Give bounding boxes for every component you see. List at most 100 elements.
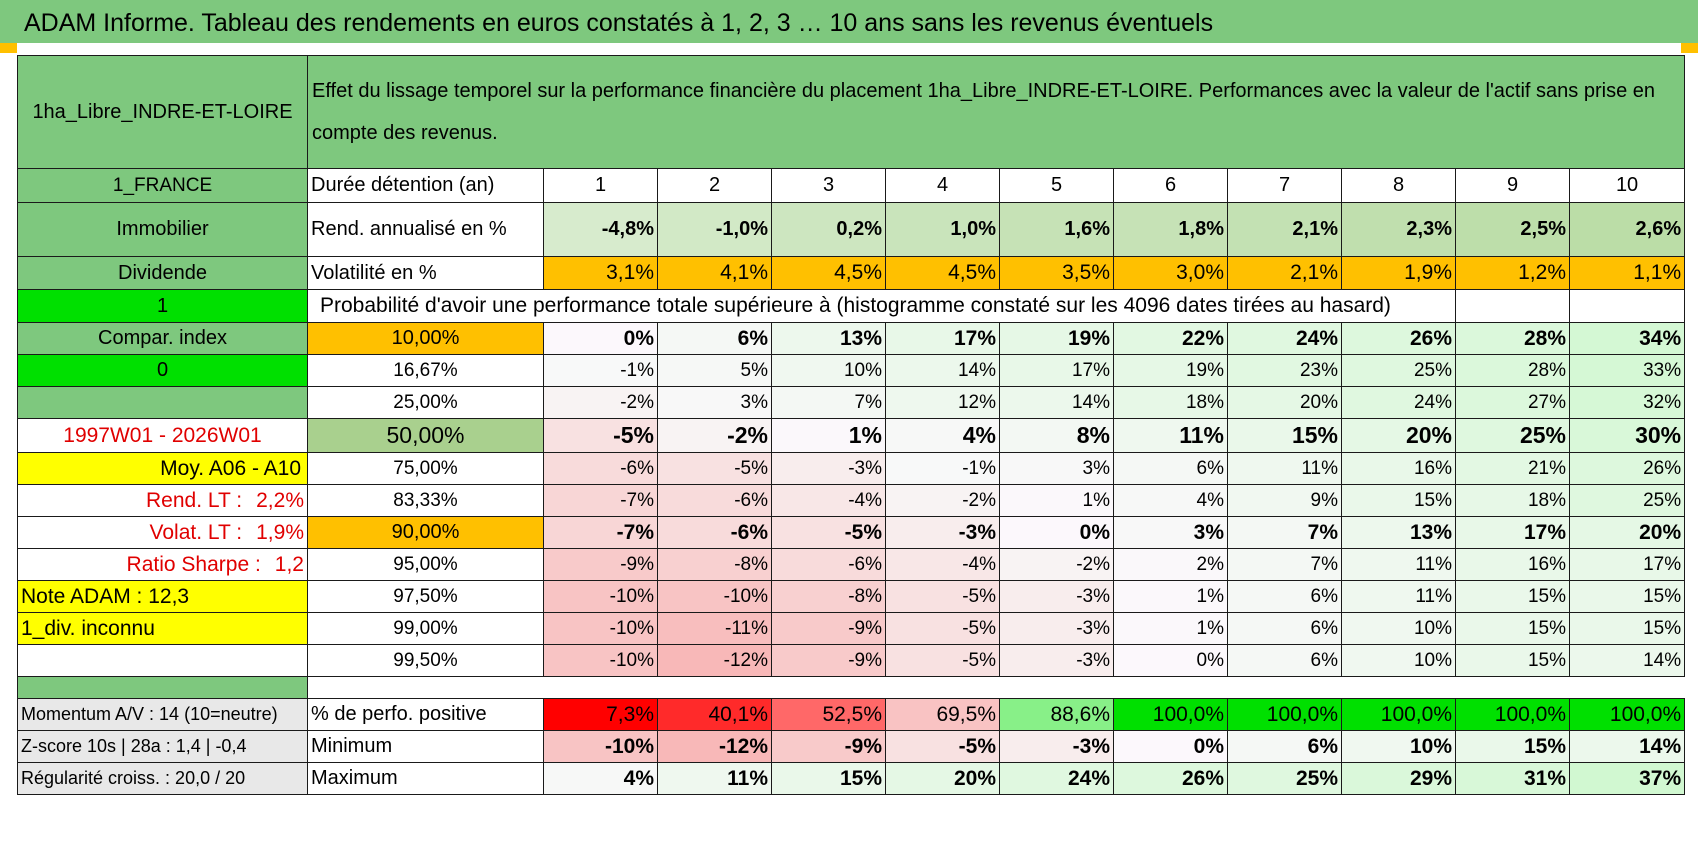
report-title: ADAM Informe. Tableau des rendements en …: [0, 0, 1698, 43]
percentile-value: -9%: [771, 644, 886, 677]
pct-pos-label: % de perfo. positive: [307, 698, 544, 731]
percentile-value: -5%: [543, 418, 658, 453]
volat-row: Dividende Volatilité en % 3,1% 4,1% 4,5% 4,…: [17, 256, 1686, 290]
volat-lt-label: Volat. LT : 1,9%: [17, 516, 308, 549]
percentile-value: 14%: [885, 354, 1000, 387]
percentile-value: 23%: [1227, 354, 1342, 387]
rend-value: 2,6%: [1568, 202, 1686, 257]
percentile-value: 15%: [1568, 580, 1686, 613]
year-header: 3: [771, 168, 886, 203]
minimum-value: 6%: [1227, 730, 1342, 763]
pct_pos-value: 88,6%: [999, 698, 1114, 731]
minimum-value: -9%: [771, 730, 886, 763]
percentile-value: 12%: [885, 386, 1000, 419]
percentile-value: -5%: [885, 644, 1000, 677]
percentile-value: 16%: [1455, 548, 1570, 581]
dividend-value[interactable]: 1: [17, 289, 308, 323]
percentile-value: 6%: [1227, 644, 1342, 677]
percentile-label: 83,33%: [307, 484, 544, 517]
percentile-value: 7%: [1227, 516, 1342, 549]
volat-value: 1,9%: [1341, 256, 1456, 290]
percentile-value: -5%: [771, 516, 886, 549]
percentile-value: 4%: [885, 418, 1000, 453]
percentile-row: Rend. LT : 2,2% 83,33% -7% -6% -4% -2% 1% 4% 9% 15…: [17, 484, 1686, 517]
percentile-value: 15%: [1227, 418, 1342, 453]
percentile-value: 0%: [543, 322, 658, 355]
volat-value: 3,5%: [999, 256, 1114, 290]
percentile-label: 10,00%: [307, 322, 544, 355]
percentile-value: -3%: [999, 612, 1114, 645]
maximum-value: 37%: [1568, 762, 1686, 795]
returns-table: 1ha_Libre_INDRE-ET-LOIRE Effet du lissag…: [17, 55, 1686, 795]
percentile-value: 1%: [1113, 580, 1228, 613]
spacer-blank: [307, 676, 1685, 699]
percentile-value: -1%: [543, 354, 658, 387]
year-header: 4: [885, 168, 1000, 203]
rend-lt-label-text: Rend. LT :: [146, 488, 243, 512]
proba-label: Probabilité d'avoir une performance tota…: [307, 289, 1456, 323]
rend-value: 2,1%: [1227, 202, 1342, 257]
compar-index-value[interactable]: 0: [17, 354, 308, 387]
momentum-row: Momentum A/V : 14 (10=neutre)% de perfo.…: [17, 698, 1686, 731]
rend-value: 2,3%: [1341, 202, 1456, 257]
percentile-row: Note ADAM : 12,3 97,50% -10% -10% -8% -5% -3% 1…: [17, 580, 1686, 613]
percentile-value: -6%: [771, 548, 886, 581]
percentile-value: 7%: [1227, 548, 1342, 581]
percentile-value: -2%: [657, 418, 772, 453]
empty-label: [17, 386, 308, 419]
percentile-value: 6%: [1227, 612, 1342, 645]
percentile-value: -11%: [657, 612, 772, 645]
percentile-value: -10%: [543, 580, 658, 613]
percentile-value: 13%: [1341, 516, 1456, 549]
percentile-value: 5%: [657, 354, 772, 387]
zscore-label: Z-score 10s | 28a : 1,4 | -0,4: [17, 730, 308, 763]
year-header: 7: [1227, 168, 1342, 203]
percentile-value: 18%: [1455, 484, 1570, 517]
percentile-label: 90,00%: [307, 516, 544, 549]
percentile-row: Volat. LT :1,9% 90,00% -7% -6% -5% -3% 0% 3% 7% 1…: [17, 516, 1686, 549]
maximum-value: 26%: [1113, 762, 1228, 795]
percentile-row: 25,00% -2% 3% 7% 12% 14% 18% 20% 24% 27% 32%: [17, 386, 1686, 419]
percentile-value: 2%: [1113, 548, 1228, 581]
percentile-value: -10%: [543, 612, 658, 645]
percentile-value: -2%: [543, 386, 658, 419]
volat-lt-label-value: 1,9%: [256, 520, 304, 544]
percentile-value: 21%: [1455, 452, 1570, 485]
year-header: 9: [1455, 168, 1570, 203]
percentile-value: 15%: [1455, 612, 1570, 645]
maximum-value: 15%: [771, 762, 886, 795]
duree-label: Durée détention (an): [307, 168, 544, 203]
rend-row: Immobilier Rend. annualisé en % -4,8% -1,…: [17, 202, 1686, 257]
percentile-value: 18%: [1113, 386, 1228, 419]
percentile-value: 15%: [1341, 484, 1456, 517]
percentile-value: 7%: [771, 386, 886, 419]
pct_pos-value: 52,5%: [771, 698, 886, 731]
max-label: Maximum: [307, 762, 544, 795]
table-description: Effet du lissage temporel sur la perform…: [306, 55, 1686, 169]
maximum-value: 25%: [1227, 762, 1342, 795]
percentile-value: 6%: [657, 322, 772, 355]
moy-label: Moy. A06 - A10: [17, 452, 308, 485]
percentile-value: 17%: [999, 354, 1114, 387]
percentile-label: 25,00%: [307, 386, 544, 419]
percentile-row: Compar. index 10,00% 0% 6% 13% 17% 19% 22% 24% 26…: [17, 322, 1686, 355]
percentile-row: 1997W01 - 2026W01 50,00% -5% -2% 1% 4% 8% 11% 15…: [17, 418, 1686, 453]
percentile-value: -1%: [885, 452, 1000, 485]
volat-value: 4,5%: [885, 256, 1000, 290]
rend-value: 1,8%: [1113, 202, 1228, 257]
percentile-value: 3%: [999, 452, 1114, 485]
percentile-value: 27%: [1455, 386, 1570, 419]
pct_pos-value: 100,0%: [1227, 698, 1342, 731]
spacer-row: [17, 676, 1685, 699]
minimum-value: 15%: [1455, 730, 1570, 763]
pct_pos-value: 40,1%: [657, 698, 772, 731]
spacer-green: [17, 676, 308, 699]
percentile-row: 1_div. inconnu 99,00% -10% -11% -9% -5% -3% 1% 6…: [17, 612, 1686, 645]
percentile-value: 0%: [999, 516, 1114, 549]
percentile-value: 15%: [1455, 580, 1570, 613]
percentile-row: 0 16,67% -1% 5% 10% 14% 17% 19% 23% 25% 28% 33%: [17, 354, 1686, 387]
percentile-value: -4%: [885, 548, 1000, 581]
percentile-row: Moy. A06 - A10 75,00% -6% -5% -3% -1% 3% 6% 11% 1…: [17, 452, 1686, 485]
percentile-value: 6%: [1113, 452, 1228, 485]
